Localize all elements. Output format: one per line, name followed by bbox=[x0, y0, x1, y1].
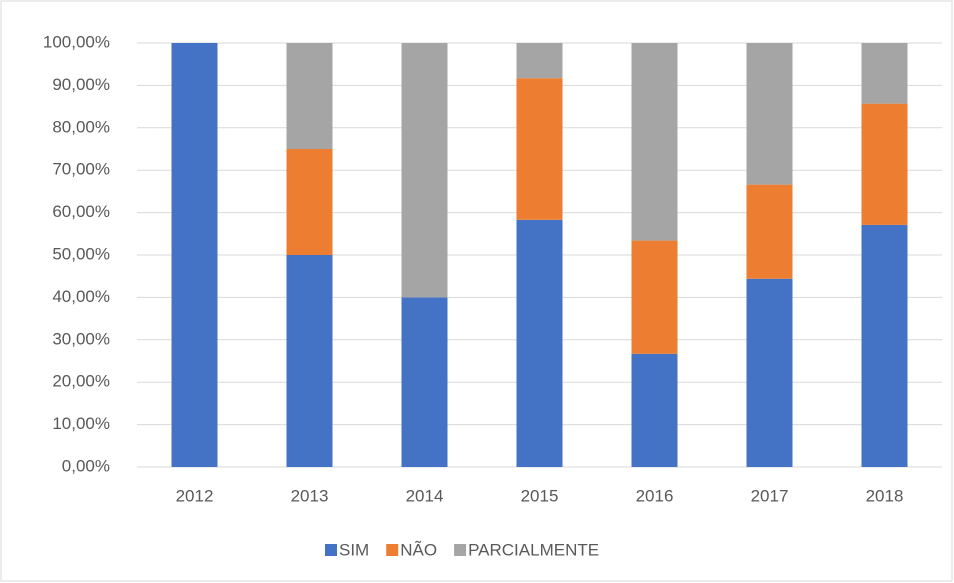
x-tick-label: 2015 bbox=[521, 486, 559, 505]
legend-label: NÃO bbox=[400, 540, 437, 559]
y-tick-label: 60,00% bbox=[52, 202, 110, 221]
x-tick-label: 2018 bbox=[866, 486, 904, 505]
legend-swatch bbox=[386, 544, 399, 556]
bar bbox=[516, 43, 563, 79]
y-tick-label: 50,00% bbox=[52, 244, 110, 263]
y-tick-label: 80,00% bbox=[52, 117, 110, 136]
legend-swatch bbox=[454, 544, 467, 556]
legend-swatch bbox=[325, 544, 337, 556]
legend-label: PARCIALMENTE bbox=[468, 540, 599, 559]
bar bbox=[401, 297, 448, 467]
y-tick-label: 20,00% bbox=[52, 372, 110, 391]
bar bbox=[516, 78, 563, 220]
y-tick-label: 10,00% bbox=[52, 414, 110, 433]
y-tick-label: 30,00% bbox=[52, 329, 110, 348]
y-tick-label: 40,00% bbox=[52, 287, 110, 306]
bar bbox=[286, 43, 333, 149]
bar bbox=[861, 224, 908, 467]
bar bbox=[516, 219, 563, 467]
bar bbox=[286, 255, 333, 467]
bar bbox=[861, 43, 908, 104]
bar bbox=[631, 353, 678, 467]
bar bbox=[631, 43, 678, 241]
bar bbox=[286, 149, 333, 255]
legend-label: SIM bbox=[339, 540, 369, 559]
y-tick-label: 0,00% bbox=[62, 456, 110, 475]
x-tick-label: 2013 bbox=[291, 486, 329, 505]
y-tick-label: 70,00% bbox=[52, 160, 110, 179]
bar bbox=[861, 103, 908, 225]
x-tick-label: 2016 bbox=[636, 486, 674, 505]
bar bbox=[171, 43, 218, 467]
bar bbox=[746, 184, 793, 279]
x-tick-label: 2014 bbox=[406, 486, 444, 505]
bar bbox=[401, 43, 448, 298]
bar bbox=[631, 240, 678, 354]
x-tick-label: 2017 bbox=[751, 486, 789, 505]
bar bbox=[746, 278, 793, 467]
x-tick-label: 2012 bbox=[176, 486, 214, 505]
y-tick-label: 100,00% bbox=[43, 32, 110, 51]
y-tick-label: 90,00% bbox=[52, 75, 110, 94]
bar bbox=[746, 43, 793, 185]
